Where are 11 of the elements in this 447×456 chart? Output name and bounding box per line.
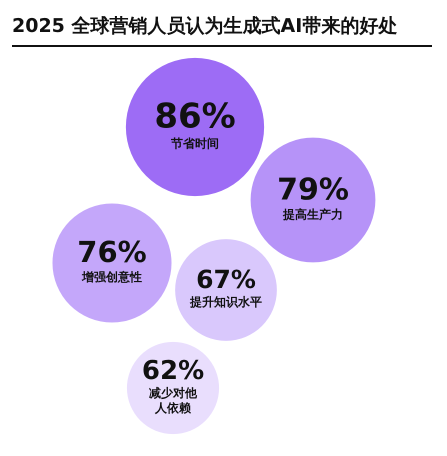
category-label: 提升知识水平 — [189, 295, 262, 309]
data-label: 79% — [277, 172, 349, 208]
category-label: 节省时间 — [170, 136, 219, 150]
category-label: 提高生产力 — [282, 208, 343, 222]
data-label: 86% — [154, 96, 236, 136]
data-label: 62% — [142, 356, 204, 386]
category-label: 增强创意性 — [81, 270, 142, 284]
category-label: 减少对他人依赖 — [149, 386, 198, 415]
data-label: 67% — [196, 265, 256, 294]
text: 2025 全球营销人员认为生成式AI带来的好处 — [12, 15, 398, 37]
data-label: 76% — [77, 235, 147, 269]
